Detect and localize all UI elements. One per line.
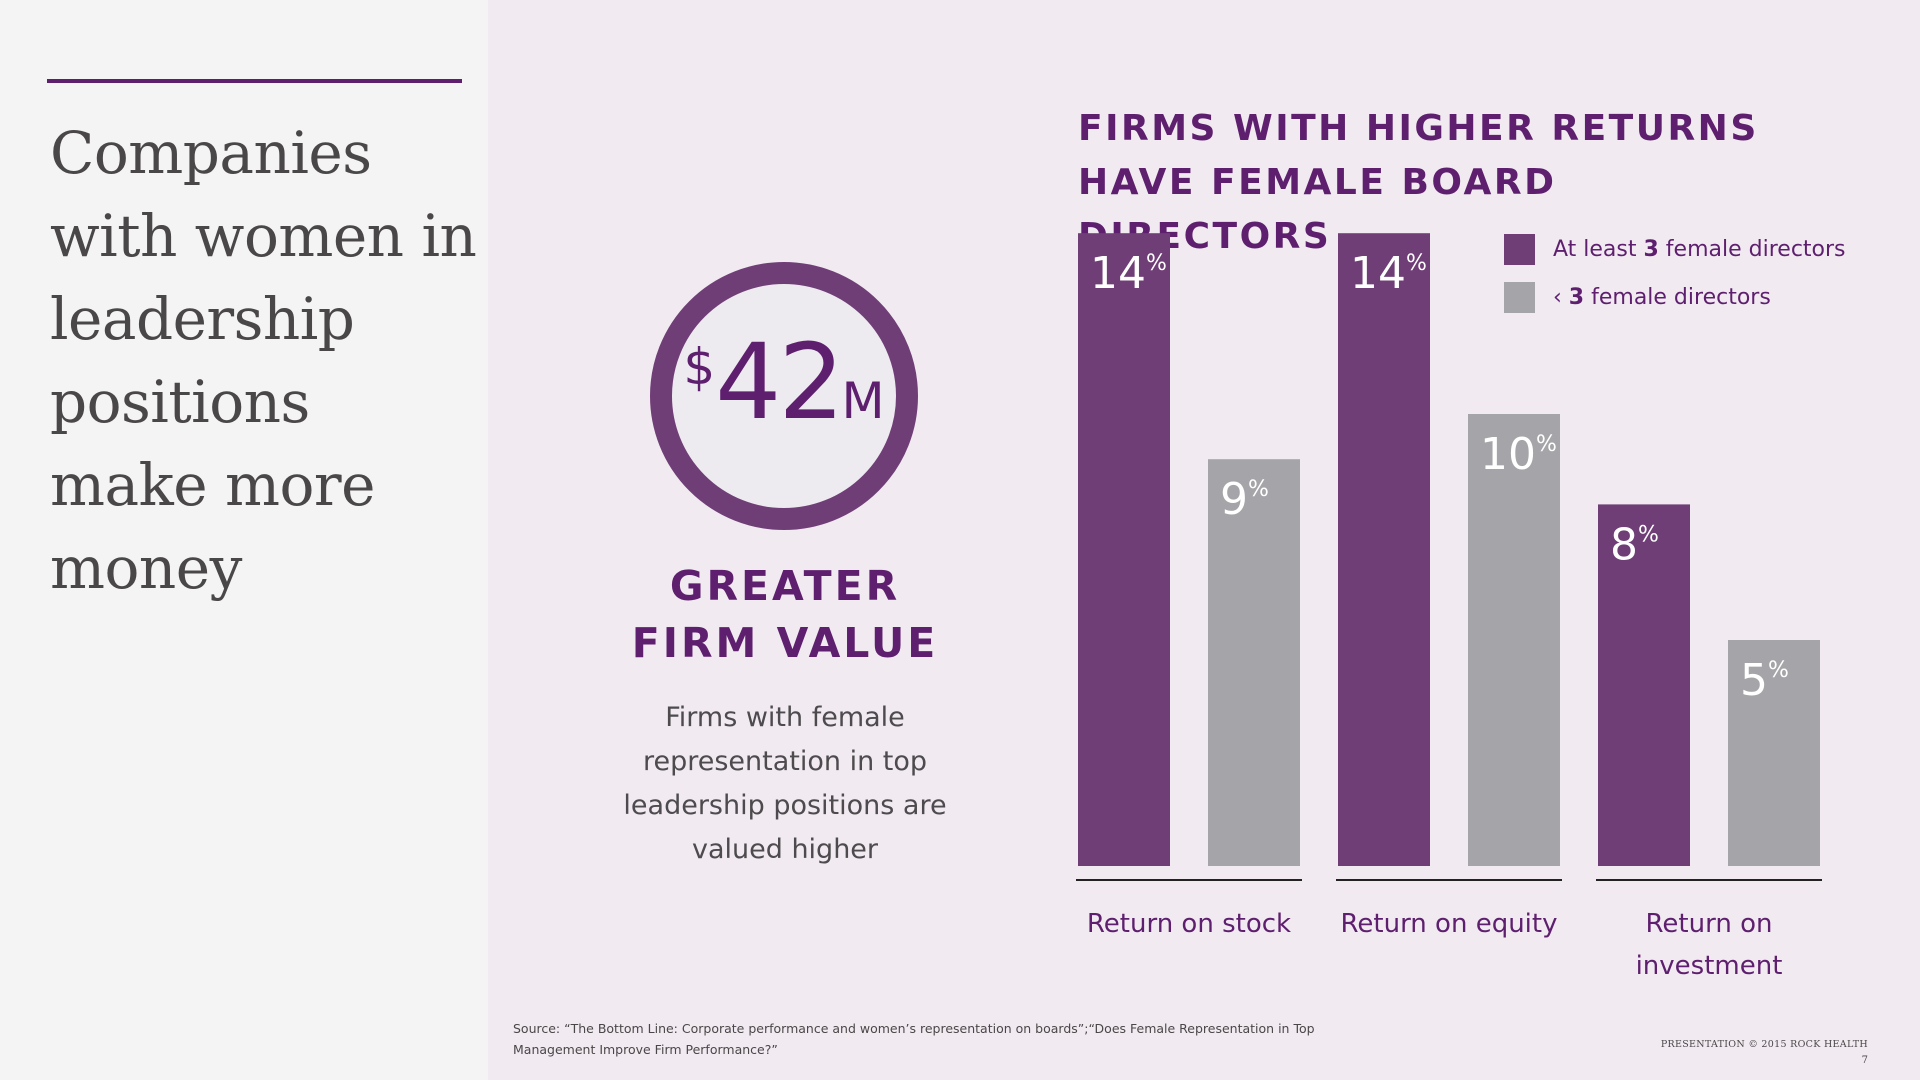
footer-credit: PRESENTATION © 2015 ROCK HEALTH — [1660, 1039, 1868, 1050]
chart-legend: At least 3 female directors ‹ 3 female d… — [1504, 234, 1846, 330]
chart-title: FIRMS WITH HIGHER RETURNS HAVE FEMALE BO… — [1078, 108, 1759, 257]
bar-value-label-secondary-1: 10% — [1480, 429, 1557, 480]
category-label-0: Return on stock — [1087, 909, 1291, 939]
category-label-2-line-1: investment — [1636, 951, 1783, 981]
legend-prefix-primary: At least — [1553, 237, 1644, 262]
bar-primary-2 — [1598, 504, 1690, 866]
headline-rule — [47, 79, 462, 83]
legend-suffix-secondary: female directors — [1584, 285, 1771, 310]
firm-value-label: GREATER FIRM VALUE — [631, 562, 939, 667]
bar-primary-0 — [1078, 233, 1170, 866]
category-label-1: Return on equity — [1341, 909, 1558, 939]
bar-secondary-1 — [1468, 414, 1560, 866]
source-note: Source: “The Bottom Line: Corporate perf… — [513, 1021, 1315, 1057]
firm-value-description: Firms with female representation in top … — [623, 702, 947, 865]
legend-swatch-primary — [1504, 234, 1535, 265]
page-number: 7 — [1861, 1055, 1868, 1066]
legend-count-secondary: 3 — [1568, 285, 1585, 310]
bar-secondary-2 — [1728, 640, 1820, 866]
legend-prefix-secondary: ‹ — [1553, 285, 1569, 310]
legend-suffix-primary: female directors — [1658, 237, 1846, 262]
bar-value-label-secondary-0: 9% — [1220, 474, 1269, 525]
firm-value-unit: M — [841, 372, 885, 430]
bar-secondary-0 — [1208, 459, 1300, 866]
firm-value-figure: $42M — [650, 330, 918, 434]
legend-swatch-secondary — [1504, 282, 1535, 313]
legend-count-primary: 3 — [1643, 237, 1659, 262]
firm-value-number: 42 — [715, 321, 844, 443]
slide-headline: Companies with women in leadership posit… — [50, 119, 477, 602]
left-panel — [0, 0, 488, 1080]
legend-label-primary: At least 3 female directors — [1553, 237, 1846, 262]
firm-value-currency: $ — [683, 338, 716, 396]
category-label-2-line-0: Return on — [1646, 909, 1773, 939]
legend-item-secondary: ‹ 3 female directors — [1504, 282, 1846, 313]
legend-item-primary: At least 3 female directors — [1504, 234, 1846, 265]
legend-label-secondary: ‹ 3 female directors — [1553, 285, 1771, 310]
bar-value-label-primary-2: 8% — [1610, 519, 1659, 570]
bar-primary-1 — [1338, 233, 1430, 866]
